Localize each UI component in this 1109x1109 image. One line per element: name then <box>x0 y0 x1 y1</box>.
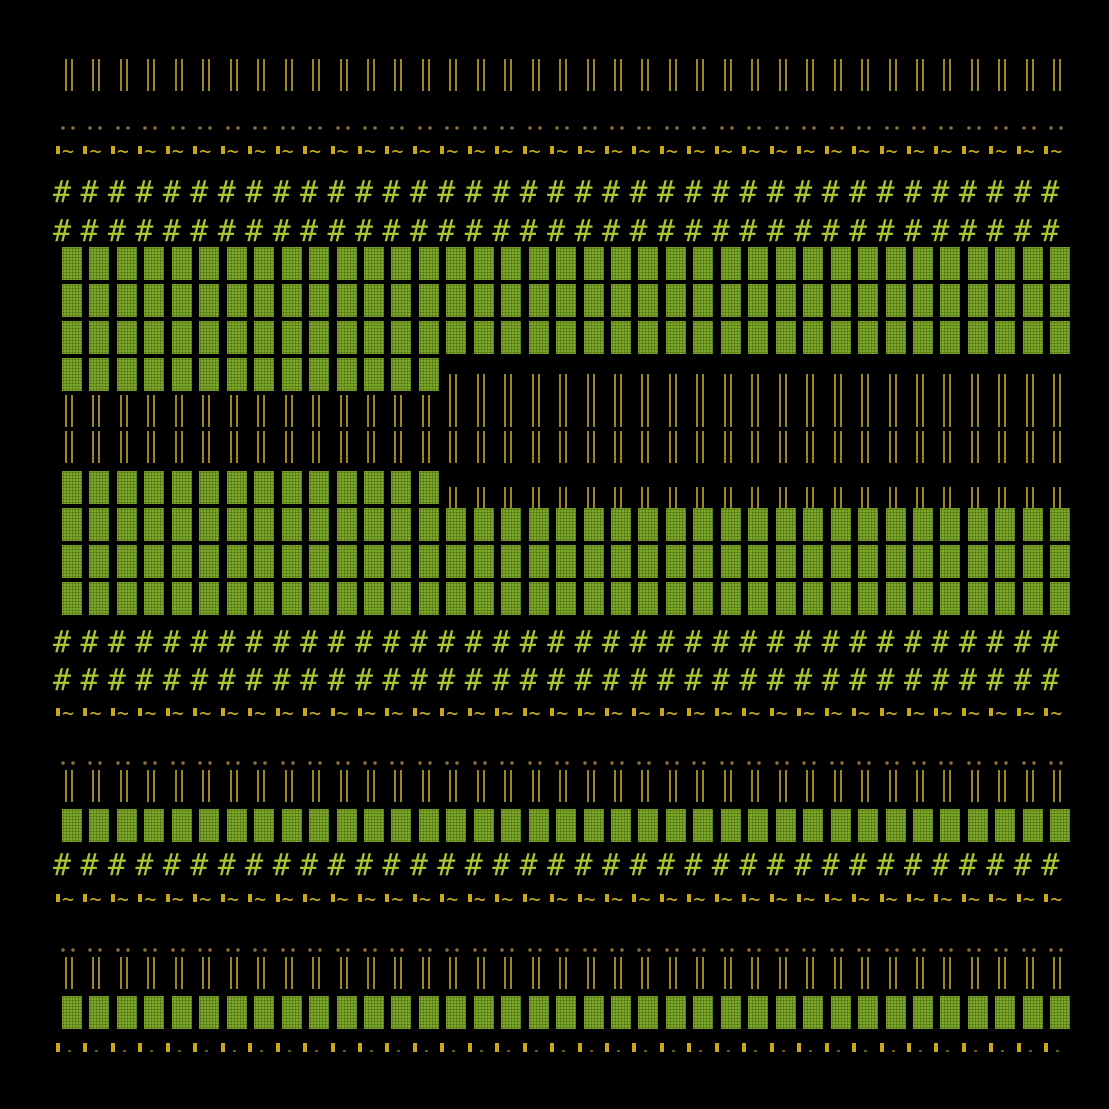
ascii-pattern-canvas: ~ ~ ~ ~ ~ ~ ~ ~ ~ ~ ~ ~ ~ ~ ~ ~ ~ ~ ~ ~ ~ ~ ~ ~ ~ ~ ~ ~ ~ ~ ~ ~ ~ ~ ~ ~ ~ # # #… <box>53 59 1071 1052</box>
